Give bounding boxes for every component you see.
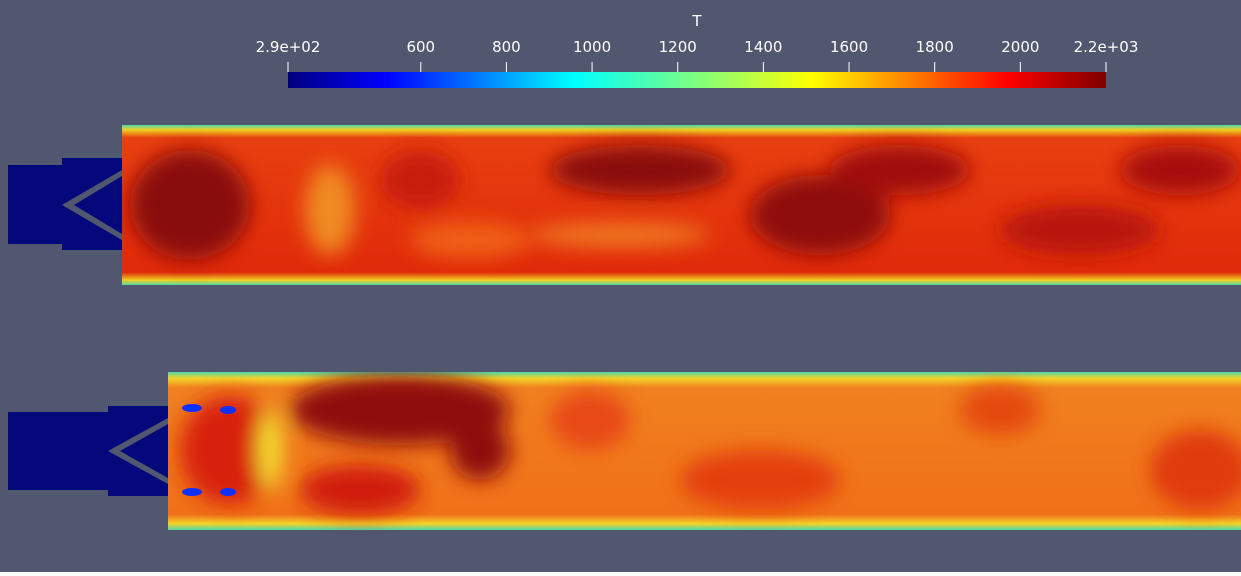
colorbar-tick-label: 1200 xyxy=(659,38,697,56)
cold-pocket xyxy=(220,406,236,414)
colorbar-tick-label: 600 xyxy=(406,38,435,56)
colorbar-gradient xyxy=(288,72,1106,88)
page: T 2.9e+02 600 800 1000 1200 1400 1600 1800 2000 2… xyxy=(0,0,1241,572)
colorbar-tick-label: 800 xyxy=(492,38,521,56)
cold-pocket xyxy=(182,404,202,412)
colorbar-tick-label: 1000 xyxy=(573,38,611,56)
colorbar-tick-label: 1600 xyxy=(830,38,868,56)
cold-pocket xyxy=(182,488,202,496)
flame-bottom xyxy=(8,372,1241,530)
colorbar-title: T xyxy=(691,12,702,30)
flame-top xyxy=(8,125,1241,285)
colorbar-tick-label: 2.2e+03 xyxy=(1074,38,1139,56)
colorbar-tick-label: 2000 xyxy=(1001,38,1039,56)
cold-pocket xyxy=(220,488,236,496)
colorbar-tick-label: 1800 xyxy=(916,38,954,56)
colorbar-tick-label: 2.9e+02 xyxy=(256,38,321,56)
colorbar-tick-label: 1400 xyxy=(744,38,782,56)
render-view: T 2.9e+02 600 800 1000 1200 1400 1600 1800 2000 2… xyxy=(0,0,1241,572)
